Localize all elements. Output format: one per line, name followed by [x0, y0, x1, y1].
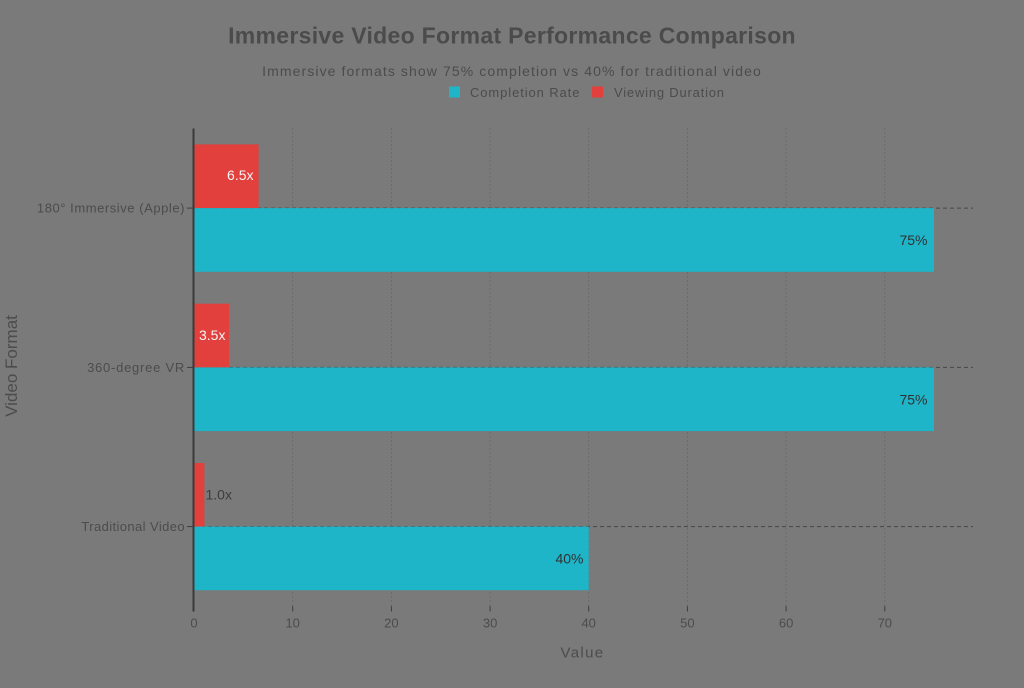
svg-text:Viewing Duration: Viewing Duration [614, 85, 725, 100]
svg-text:Immersive Video Format Perform: Immersive Video Format Performance Compa… [228, 23, 796, 49]
svg-text:180° Immersive (Apple): 180° Immersive (Apple) [37, 201, 185, 216]
svg-text:75%: 75% [899, 232, 927, 248]
svg-text:Traditional Video: Traditional Video [81, 519, 185, 534]
svg-text:30: 30 [483, 616, 497, 631]
svg-text:70: 70 [878, 616, 892, 631]
svg-text:3.5x: 3.5x [199, 327, 225, 343]
svg-text:Video Format: Video Format [2, 315, 21, 417]
svg-text:1.0x: 1.0x [206, 487, 232, 503]
svg-text:360-degree VR: 360-degree VR [87, 360, 185, 375]
svg-text:40: 40 [581, 616, 595, 631]
svg-text:Value: Value [560, 645, 604, 662]
svg-text:6.5x: 6.5x [227, 167, 253, 183]
svg-text:75%: 75% [899, 392, 927, 408]
svg-text:0: 0 [190, 616, 197, 631]
svg-text:50: 50 [680, 616, 694, 631]
svg-text:60: 60 [779, 616, 793, 631]
svg-text:40%: 40% [555, 551, 583, 567]
svg-text:Immersive formats show 75% com: Immersive formats show 75% completion vs… [262, 63, 762, 79]
svg-text:Completion Rate: Completion Rate [470, 85, 580, 100]
svg-text:10: 10 [285, 616, 299, 631]
svg-text:20: 20 [384, 616, 398, 631]
